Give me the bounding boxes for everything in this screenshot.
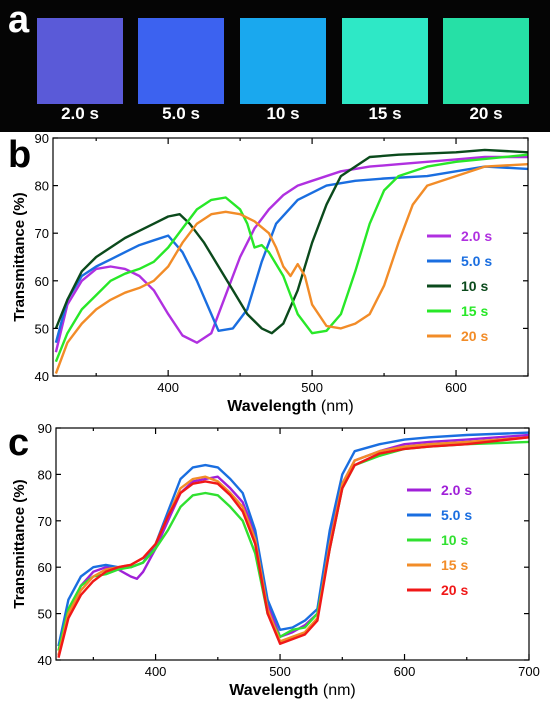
legend-label: 15 s: [461, 303, 488, 319]
y-tick-label: 60: [35, 274, 49, 289]
series-line: [54, 153, 529, 363]
x-tick-label: 700: [518, 664, 540, 679]
sample-label: 10 s: [266, 104, 300, 123]
chart-b: 40 50 60 70 80 90 400 500 600 Wavelength (nm) Tran…: [11, 131, 529, 415]
sample-label: 15 s: [368, 104, 402, 123]
y-tick-label: 90: [38, 421, 52, 436]
sample-photo-strip: 2.0 s 5.0 s 10 s 15 s 20 s: [0, 0, 550, 132]
series-line: [54, 148, 529, 335]
series-line: [54, 155, 528, 353]
y-tick-label: 90: [35, 131, 49, 146]
sample-swatch: [138, 18, 224, 104]
x-tick-label: 400: [145, 664, 167, 679]
y-tick-label: 70: [38, 514, 52, 529]
y-tick-label: 70: [35, 226, 49, 241]
x-tick-label: 600: [445, 380, 467, 395]
sample-swatch: [37, 18, 123, 104]
plot-frame: [55, 427, 530, 661]
x-tick-label: 500: [269, 664, 291, 679]
y-axis-title: Transmittance (%): [11, 479, 28, 608]
y-tick-label: 50: [38, 607, 52, 622]
series-line: [54, 163, 529, 375]
x-tick-label: 600: [394, 664, 416, 679]
series-line: [57, 436, 530, 658]
legend-label: 20 s: [461, 328, 488, 344]
legend-label: 5.0 s: [441, 507, 472, 523]
sample-swatch: [443, 18, 529, 104]
legend-label: 10 s: [441, 532, 468, 548]
series-line: [54, 165, 529, 344]
y-tick-label: 80: [35, 179, 49, 194]
legend-label: 2.0 s: [461, 228, 492, 244]
panel-b-letter: b: [8, 134, 32, 176]
legend-label: 20 s: [441, 582, 468, 598]
sample-swatch: [342, 18, 428, 104]
y-axis-title: Transmittance (%): [11, 192, 28, 321]
legend-label: 15 s: [441, 557, 468, 573]
x-tick-label: 400: [157, 380, 179, 395]
sample-label: 2.0 s: [61, 104, 99, 123]
x-axis-title: Wavelength (nm): [229, 682, 356, 699]
y-tick-label: 40: [35, 369, 49, 384]
legend-label: 5.0 s: [461, 253, 492, 269]
y-tick-label: 40: [38, 653, 52, 668]
x-tick-label: 500: [301, 380, 323, 395]
sample-label: 20 s: [469, 104, 503, 123]
plot-frame: [52, 137, 529, 377]
y-tick-label: 80: [38, 467, 52, 482]
panel-a-letter: a: [8, 0, 30, 41]
x-axis-title: Wavelength (nm): [227, 398, 354, 415]
sample-swatch: [240, 18, 326, 104]
sample-label: 5.0 s: [162, 104, 200, 123]
legend-label: 10 s: [461, 278, 488, 294]
legend-label: 2.0 s: [441, 482, 472, 498]
panel-c-letter: c: [8, 422, 30, 464]
y-tick-label: 50: [35, 321, 49, 336]
chart-c: 40 50 60 70 80 90 400 500 600 700 Wavelength (nm) T…: [11, 421, 540, 699]
y-tick-label: 60: [38, 560, 52, 575]
